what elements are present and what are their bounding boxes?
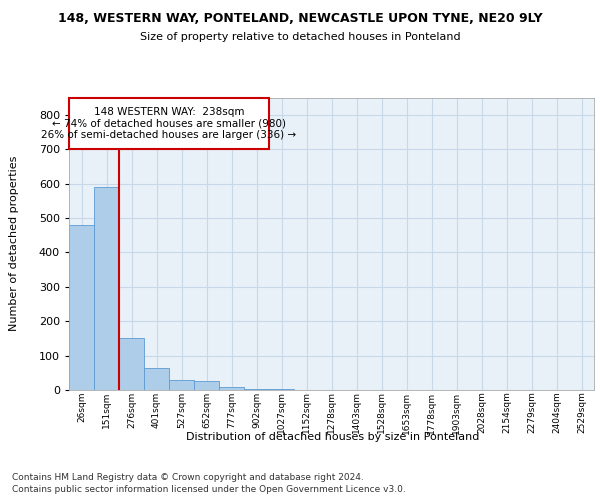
Text: Distribution of detached houses by size in Ponteland: Distribution of detached houses by size … bbox=[187, 432, 479, 442]
Bar bbox=[69, 225, 94, 390]
Bar bbox=[244, 388, 269, 390]
Bar bbox=[169, 380, 194, 390]
Text: Contains public sector information licensed under the Open Government Licence v3: Contains public sector information licen… bbox=[12, 485, 406, 494]
Y-axis label: Number of detached properties: Number of detached properties bbox=[9, 156, 19, 332]
Text: Size of property relative to detached houses in Ponteland: Size of property relative to detached ho… bbox=[140, 32, 460, 42]
Bar bbox=[219, 387, 244, 390]
FancyBboxPatch shape bbox=[69, 98, 269, 149]
Bar bbox=[94, 187, 119, 390]
Text: Contains HM Land Registry data © Crown copyright and database right 2024.: Contains HM Land Registry data © Crown c… bbox=[12, 472, 364, 482]
Bar bbox=[119, 338, 144, 390]
Bar bbox=[144, 368, 169, 390]
Bar bbox=[194, 382, 219, 390]
Text: 148 WESTERN WAY:  238sqm
← 74% of detached houses are smaller (980)
26% of semi-: 148 WESTERN WAY: 238sqm ← 74% of detache… bbox=[41, 106, 296, 140]
Text: 148, WESTERN WAY, PONTELAND, NEWCASTLE UPON TYNE, NE20 9LY: 148, WESTERN WAY, PONTELAND, NEWCASTLE U… bbox=[58, 12, 542, 26]
